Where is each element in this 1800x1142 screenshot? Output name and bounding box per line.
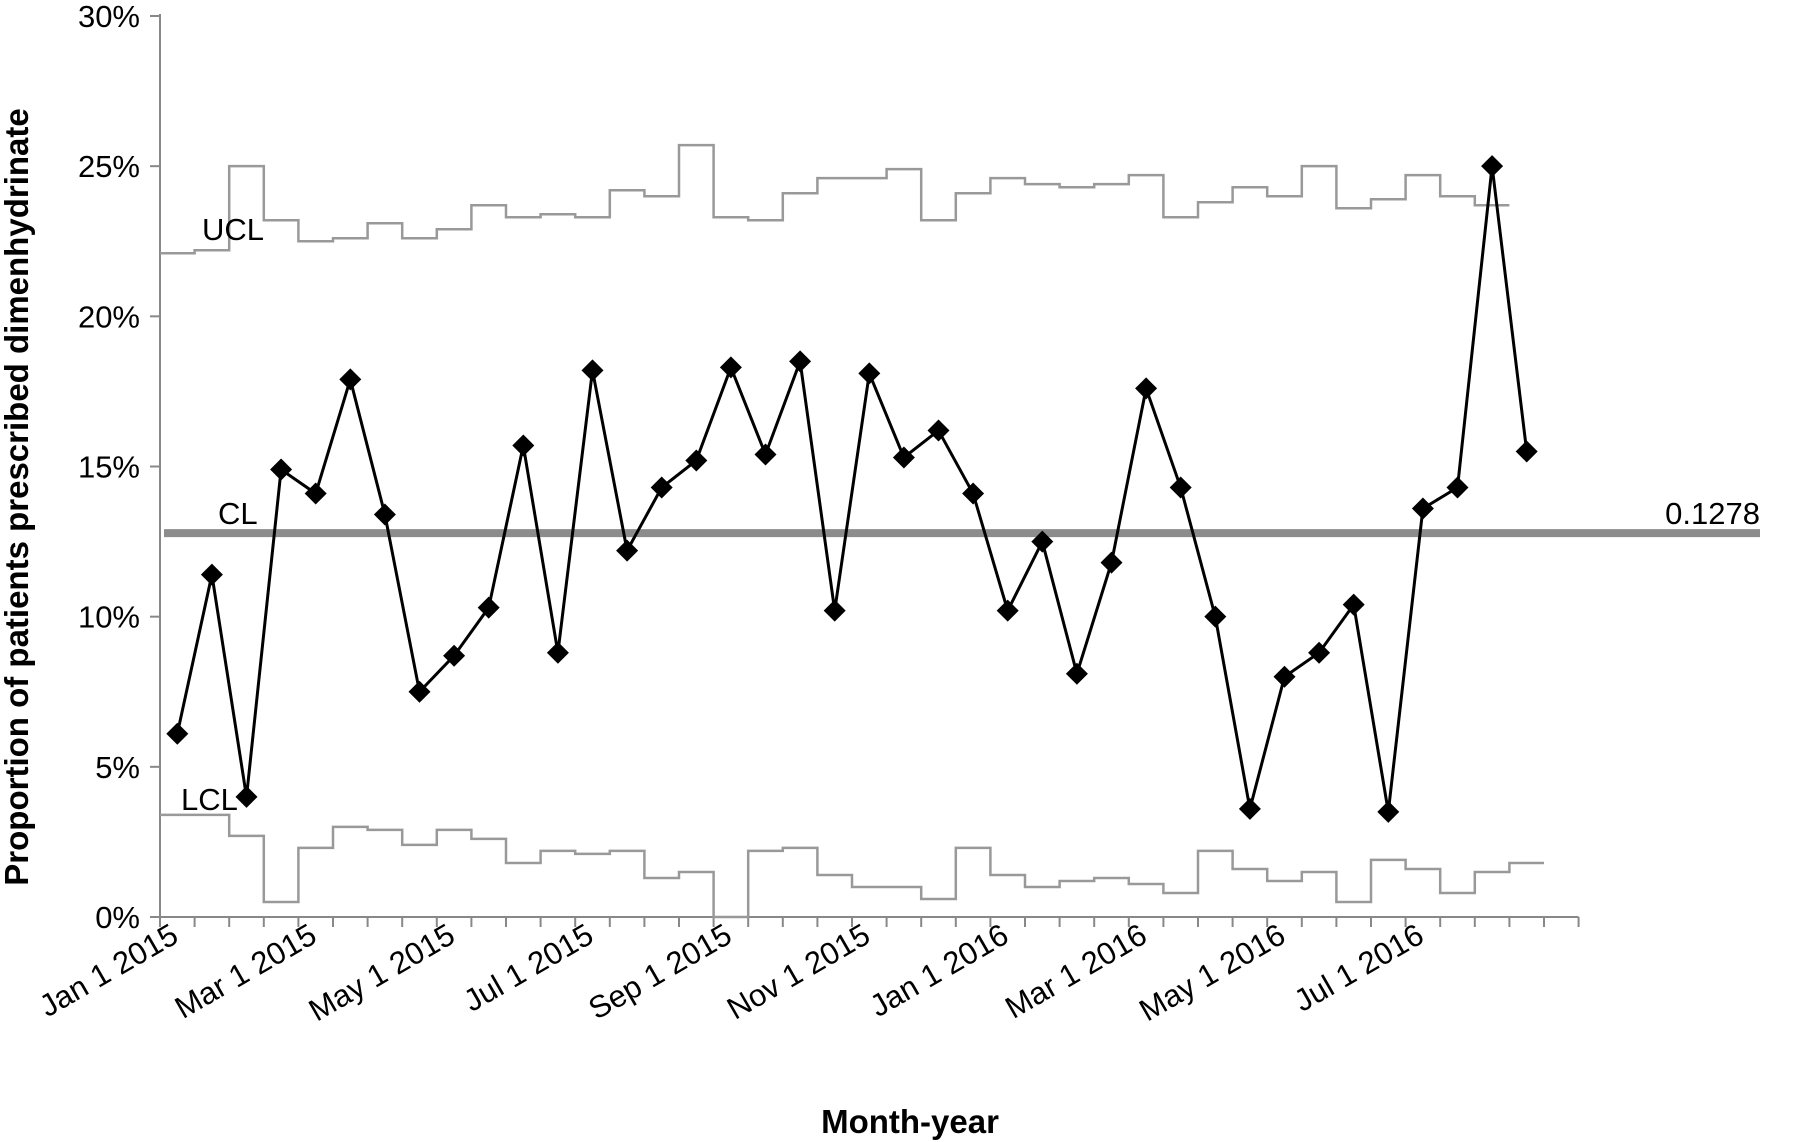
cl-value-label: 0.1278 — [1665, 496, 1760, 531]
x-tick-label: Jul 1 2015 — [458, 917, 599, 1019]
y-tick-label: 10% — [78, 600, 140, 635]
data-point-marker — [685, 449, 708, 472]
data-point-marker — [339, 368, 362, 391]
data-point-marker — [892, 446, 915, 469]
ucl-line — [160, 143, 1510, 255]
data-series — [166, 155, 1538, 823]
y-tick-labels: 0% 5% 10% 15% 20% 25% 30% — [78, 0, 140, 935]
data-point-marker — [581, 359, 604, 382]
y-axis-title: Proportion of patients prescribed dimenh… — [0, 108, 35, 885]
data-point-marker — [304, 482, 327, 505]
x-tick-label: Jul 1 2016 — [1288, 917, 1429, 1019]
data-point-marker — [858, 362, 881, 385]
data-point-marker — [1411, 497, 1434, 520]
y-tick-label: 25% — [78, 149, 140, 184]
control-limits — [160, 143, 1760, 919]
data-point-marker — [166, 722, 189, 745]
series-line — [175, 165, 1529, 813]
y-tick-label: 0% — [95, 900, 140, 935]
data-point-marker — [996, 599, 1019, 622]
data-point-marker — [754, 443, 777, 466]
lcl-label: LCL — [181, 782, 238, 817]
data-point-marker — [1273, 665, 1296, 688]
x-tick-label: Mar 1 2015 — [169, 917, 322, 1026]
data-point-marker — [823, 599, 846, 622]
data-point-marker — [1446, 476, 1469, 499]
data-point-marker — [408, 680, 431, 703]
data-point-marker — [1377, 800, 1400, 823]
ucl-label: UCL — [202, 212, 264, 247]
data-point-marker — [1342, 593, 1365, 616]
data-point-marker — [616, 539, 639, 562]
data-point-marker — [235, 785, 258, 808]
data-point-marker — [1481, 155, 1504, 178]
data-point-marker — [789, 350, 812, 373]
x-tick-label: Jan 1 2016 — [864, 917, 1014, 1024]
axes — [150, 14, 1580, 927]
y-tick-label: 20% — [78, 299, 140, 334]
data-point-marker — [512, 434, 535, 457]
x-axis-title: Month-year — [821, 1103, 999, 1140]
y-tick-label: 30% — [78, 0, 140, 34]
cl-label: CL — [218, 496, 258, 531]
x-tick-label: Nov 1 2015 — [721, 917, 876, 1027]
control-line-labels: UCL CL LCL 0.1278 — [181, 212, 1760, 817]
data-point-marker — [719, 356, 742, 379]
x-tick-label: May 1 2016 — [1133, 917, 1291, 1028]
data-point-marker — [1204, 605, 1227, 628]
data-point-marker — [1100, 551, 1123, 574]
data-point-marker — [650, 476, 673, 499]
data-point-marker — [927, 419, 950, 442]
data-point-marker — [443, 644, 466, 667]
y-tick-label: 15% — [78, 450, 140, 485]
data-point-marker — [1515, 440, 1538, 463]
data-point-marker — [962, 482, 985, 505]
data-point-marker — [373, 503, 396, 526]
data-point-marker — [1308, 641, 1331, 664]
data-point-marker — [1169, 476, 1192, 499]
x-tick-label: Mar 1 2016 — [999, 917, 1152, 1026]
data-point-marker — [1031, 530, 1054, 553]
data-point-marker — [200, 563, 223, 586]
y-tick-label: 5% — [95, 750, 140, 785]
data-point-marker — [546, 641, 569, 664]
data-point-marker — [1135, 377, 1158, 400]
data-point-marker — [477, 596, 500, 619]
data-point-marker — [1065, 662, 1088, 685]
data-point-marker — [1238, 797, 1261, 820]
x-tick-label: May 1 2015 — [303, 917, 461, 1028]
x-tick-label: Sep 1 2015 — [583, 917, 738, 1027]
lcl-line — [160, 813, 1544, 919]
data-point-marker — [270, 458, 293, 481]
